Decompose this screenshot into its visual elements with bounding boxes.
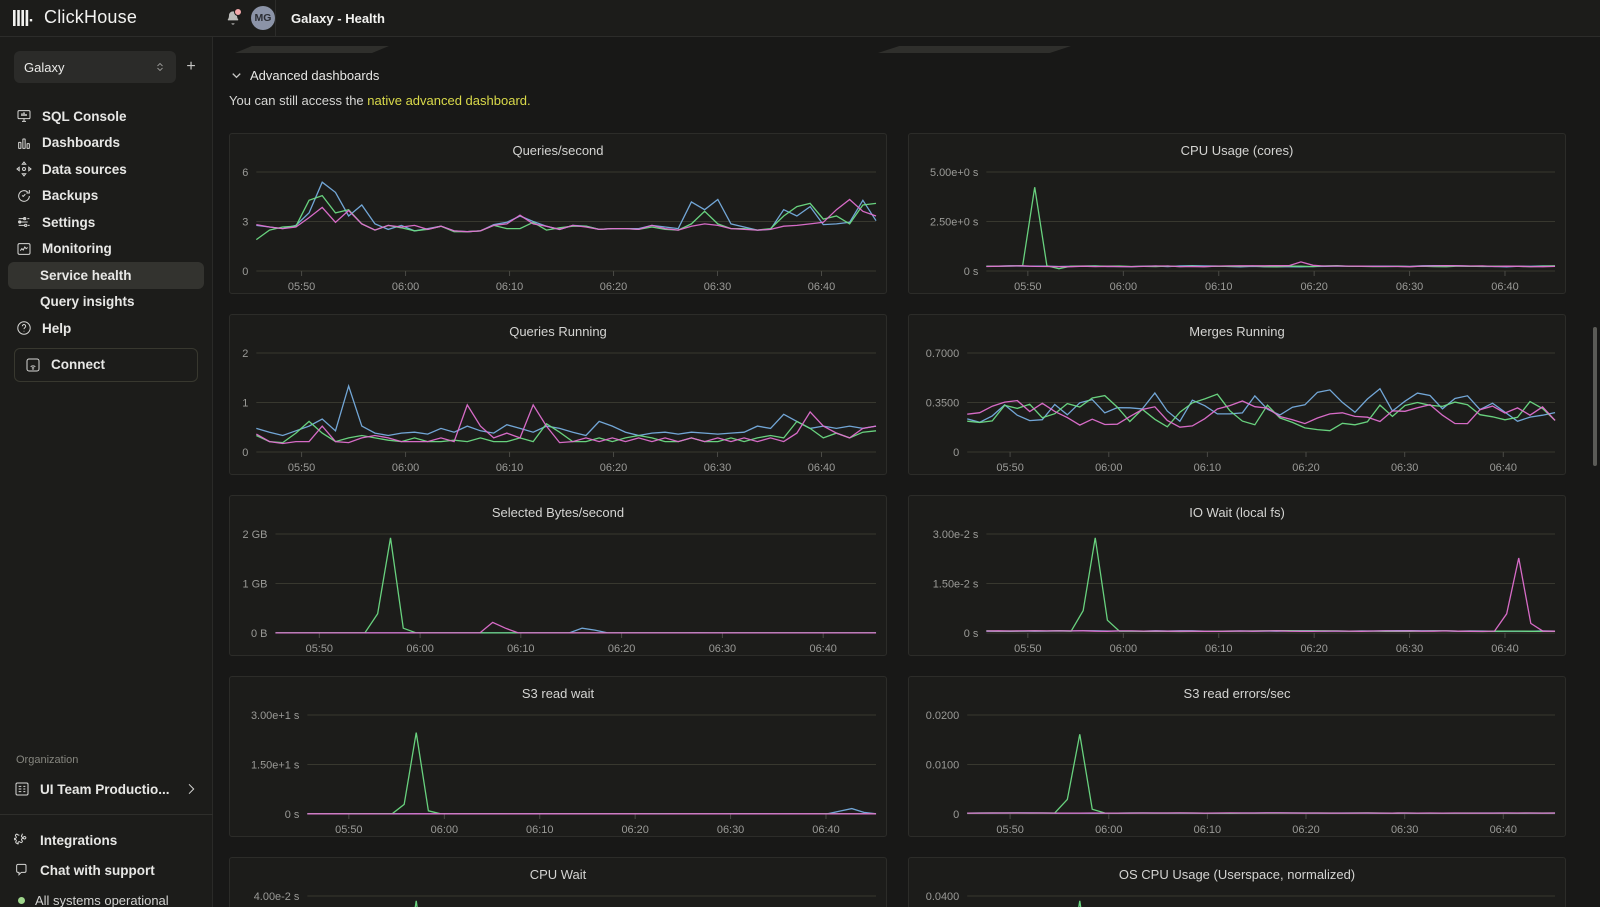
svg-text:0 s: 0 s bbox=[964, 628, 979, 640]
svg-text:06:20: 06:20 bbox=[608, 643, 635, 655]
svg-text:1.50e-2 s: 1.50e-2 s bbox=[933, 578, 979, 590]
svg-text:6: 6 bbox=[242, 167, 248, 179]
svg-text:0: 0 bbox=[953, 809, 959, 821]
svg-text:06:00: 06:00 bbox=[1110, 281, 1137, 293]
svg-text:0.0100: 0.0100 bbox=[926, 759, 960, 771]
svg-text:1 GB: 1 GB bbox=[243, 578, 268, 590]
svg-text:06:40: 06:40 bbox=[1490, 824, 1517, 836]
svg-text:06:00: 06:00 bbox=[1095, 462, 1122, 474]
svg-text:06:40: 06:40 bbox=[812, 824, 839, 836]
svg-text:0 s: 0 s bbox=[964, 266, 979, 278]
svg-text:0.0400: 0.0400 bbox=[926, 891, 960, 903]
svg-text:05:50: 05:50 bbox=[288, 462, 315, 474]
svg-text:06:00: 06:00 bbox=[431, 824, 458, 836]
svg-text:06:00: 06:00 bbox=[1095, 824, 1122, 836]
svg-text:0 s: 0 s bbox=[285, 809, 300, 821]
svg-text:06:30: 06:30 bbox=[1396, 643, 1423, 655]
svg-text:06:40: 06:40 bbox=[1491, 281, 1518, 293]
svg-text:06:30: 06:30 bbox=[1391, 824, 1418, 836]
svg-text:5.00e+0 s: 5.00e+0 s bbox=[930, 167, 979, 179]
svg-text:06:30: 06:30 bbox=[709, 643, 736, 655]
svg-text:06:10: 06:10 bbox=[507, 643, 534, 655]
svg-text:0.3500: 0.3500 bbox=[926, 397, 960, 409]
svg-text:06:10: 06:10 bbox=[1194, 824, 1221, 836]
svg-text:06:20: 06:20 bbox=[600, 462, 627, 474]
svg-text:1.50e+1 s: 1.50e+1 s bbox=[251, 759, 300, 771]
svg-text:06:40: 06:40 bbox=[1491, 643, 1518, 655]
svg-text:06:20: 06:20 bbox=[1300, 281, 1327, 293]
svg-text:06:40: 06:40 bbox=[809, 643, 836, 655]
svg-text:0 B: 0 B bbox=[251, 628, 267, 640]
svg-text:05:50: 05:50 bbox=[1014, 643, 1041, 655]
svg-text:06:10: 06:10 bbox=[1205, 643, 1232, 655]
svg-text:06:30: 06:30 bbox=[704, 462, 731, 474]
svg-text:0: 0 bbox=[953, 447, 959, 459]
svg-text:06:20: 06:20 bbox=[1292, 462, 1319, 474]
svg-text:2: 2 bbox=[242, 348, 248, 360]
svg-text:06:20: 06:20 bbox=[1300, 643, 1327, 655]
svg-text:06:40: 06:40 bbox=[808, 281, 835, 293]
svg-text:2 GB: 2 GB bbox=[243, 529, 268, 541]
svg-text:06:00: 06:00 bbox=[406, 643, 433, 655]
svg-text:0.7000: 0.7000 bbox=[926, 348, 960, 360]
svg-text:06:20: 06:20 bbox=[1292, 824, 1319, 836]
svg-text:4.00e-2 s: 4.00e-2 s bbox=[254, 891, 300, 903]
svg-text:05:50: 05:50 bbox=[306, 643, 333, 655]
svg-text:06:10: 06:10 bbox=[496, 281, 523, 293]
svg-text:06:30: 06:30 bbox=[704, 281, 731, 293]
svg-text:0: 0 bbox=[242, 447, 248, 459]
svg-text:06:00: 06:00 bbox=[1110, 643, 1137, 655]
svg-text:06:30: 06:30 bbox=[1391, 462, 1418, 474]
svg-text:06:20: 06:20 bbox=[621, 824, 648, 836]
svg-text:06:20: 06:20 bbox=[600, 281, 627, 293]
svg-text:3: 3 bbox=[242, 216, 248, 228]
svg-text:3.00e-2 s: 3.00e-2 s bbox=[933, 529, 979, 541]
svg-text:06:00: 06:00 bbox=[392, 462, 419, 474]
svg-text:0: 0 bbox=[242, 266, 248, 278]
svg-text:06:10: 06:10 bbox=[526, 824, 553, 836]
svg-text:06:10: 06:10 bbox=[1205, 281, 1232, 293]
svg-text:06:10: 06:10 bbox=[1194, 462, 1221, 474]
svg-text:2.50e+0 s: 2.50e+0 s bbox=[930, 216, 979, 228]
svg-text:0.0200: 0.0200 bbox=[926, 710, 960, 722]
svg-text:06:10: 06:10 bbox=[496, 462, 523, 474]
svg-text:05:50: 05:50 bbox=[288, 281, 315, 293]
svg-text:05:50: 05:50 bbox=[335, 824, 362, 836]
svg-text:06:30: 06:30 bbox=[717, 824, 744, 836]
svg-text:06:40: 06:40 bbox=[1490, 462, 1517, 474]
svg-text:1: 1 bbox=[242, 397, 248, 409]
svg-text:3.00e+1 s: 3.00e+1 s bbox=[251, 710, 300, 722]
svg-text:06:30: 06:30 bbox=[1396, 281, 1423, 293]
svg-text:05:50: 05:50 bbox=[1014, 281, 1041, 293]
svg-text:05:50: 05:50 bbox=[996, 462, 1023, 474]
svg-text:06:00: 06:00 bbox=[392, 281, 419, 293]
svg-text:06:40: 06:40 bbox=[808, 462, 835, 474]
svg-text:05:50: 05:50 bbox=[996, 824, 1023, 836]
